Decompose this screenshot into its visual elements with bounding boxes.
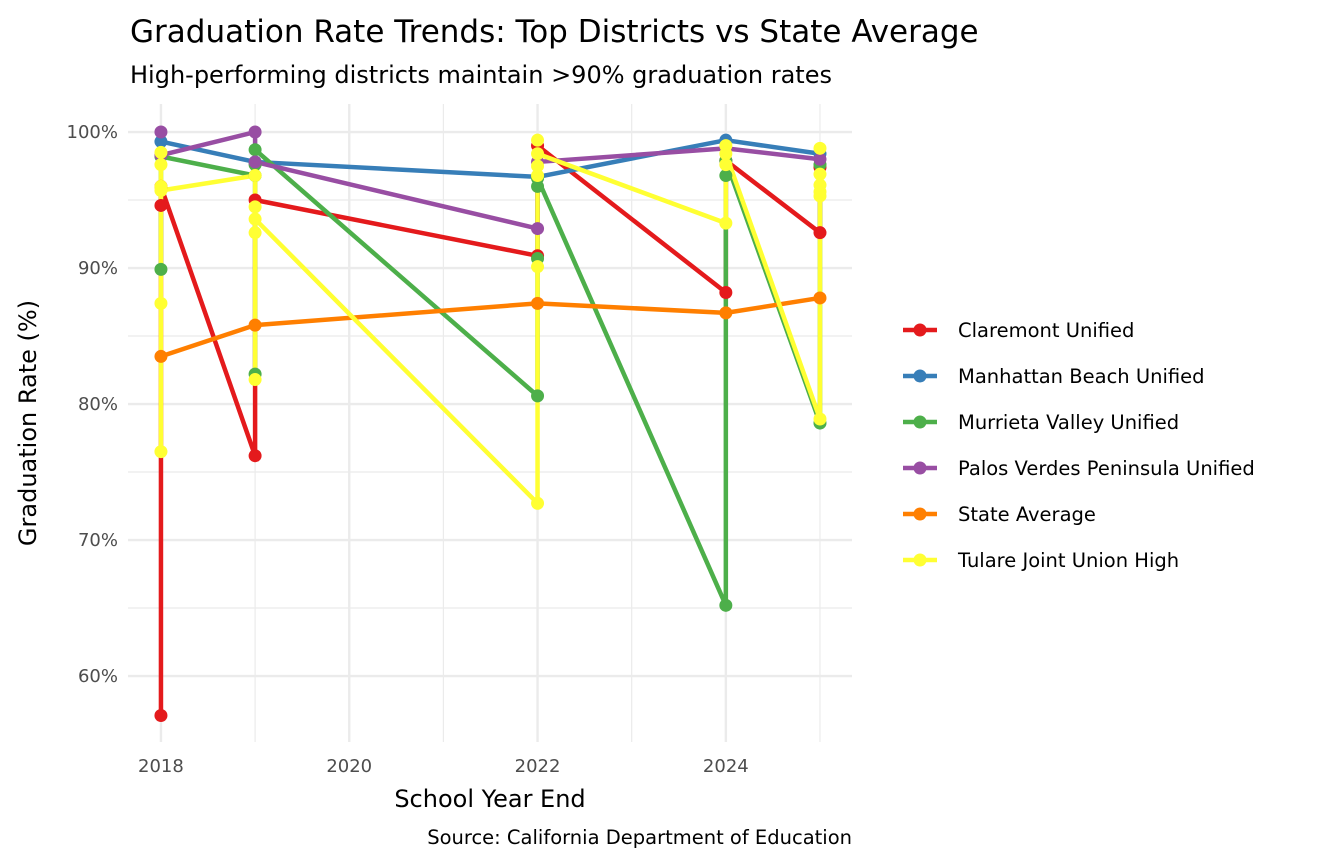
data-point-tulare-joint-union-high — [531, 496, 545, 510]
data-point-murrieta-valley-unified — [719, 598, 733, 612]
y-tick-label: 70% — [78, 530, 118, 551]
data-point-claremont-unified — [813, 226, 827, 240]
data-point-tulare-joint-union-high — [531, 169, 545, 183]
data-point-palos-verdes-peninsula-unified — [531, 222, 545, 236]
data-point-tulare-joint-union-high — [531, 133, 545, 147]
chart-caption: Source: California Department of Educati… — [427, 826, 852, 849]
data-point-palos-verdes-peninsula-unified — [248, 155, 262, 169]
legend-label: Claremont Unified — [958, 319, 1134, 342]
x-tick-label: 2020 — [326, 756, 372, 777]
data-point-tulare-joint-union-high — [813, 178, 827, 192]
data-point-claremont-unified — [719, 286, 733, 300]
data-point-tulare-joint-union-high — [719, 147, 733, 161]
data-point-palos-verdes-peninsula-unified — [813, 152, 827, 166]
legend-key-point — [913, 369, 927, 383]
data-point-tulare-joint-union-high — [813, 141, 827, 155]
y-tick-label: 80% — [78, 394, 118, 415]
legend-label: Murrieta Valley Unified — [958, 411, 1179, 434]
series-line-palos-verdes-peninsula-unified — [158, 129, 821, 231]
data-point-tulare-joint-union-high — [719, 158, 733, 172]
data-point-tulare-joint-union-high — [154, 158, 168, 172]
data-point-palos-verdes-peninsula-unified — [248, 125, 262, 139]
legend-key-point — [913, 461, 927, 475]
data-point-state-average — [719, 306, 733, 320]
data-point-tulare-joint-union-high — [154, 445, 168, 459]
data-point-tulare-joint-union-high — [154, 183, 168, 197]
legend-label: Manhattan Beach Unified — [958, 365, 1205, 388]
chart-subtitle: High-performing districts maintain >90% … — [130, 61, 832, 89]
data-point-tulare-joint-union-high — [154, 296, 168, 310]
legend-key-point — [913, 553, 927, 567]
legend-label: Tulare Joint Union High — [957, 549, 1179, 572]
data-point-tulare-joint-union-high — [531, 159, 545, 173]
x-axis-title: School Year End — [394, 785, 585, 813]
legend-key-point — [913, 507, 927, 521]
data-point-state-average — [248, 318, 262, 332]
data-point-tulare-joint-union-high — [531, 260, 545, 274]
data-point-state-average — [154, 349, 168, 363]
data-point-claremont-unified — [248, 449, 262, 463]
x-axis: 2018 2020 2022 2024 — [138, 756, 749, 777]
data-point-claremont-unified — [154, 708, 168, 722]
legend-label: Palos Verdes Peninsula Unified — [958, 457, 1255, 480]
legend-key-point — [913, 323, 927, 337]
legend-key-point — [913, 415, 927, 429]
series-points — [154, 125, 827, 722]
chart-title: Graduation Rate Trends: Top Districts vs… — [130, 14, 979, 50]
x-tick-label: 2024 — [703, 756, 749, 777]
legend-label: State Average — [958, 503, 1096, 526]
data-point-tulare-joint-union-high — [248, 373, 262, 387]
y-tick-label: 100% — [67, 122, 118, 143]
data-point-tulare-joint-union-high — [248, 212, 262, 226]
data-point-tulare-joint-union-high — [531, 147, 545, 161]
x-tick-label: 2022 — [515, 756, 561, 777]
data-point-manhattan-beach-unified — [154, 135, 168, 149]
data-point-tulare-joint-union-high — [248, 226, 262, 240]
data-point-murrieta-valley-unified — [531, 389, 545, 403]
y-tick-label: 90% — [78, 258, 118, 279]
data-point-state-average — [813, 291, 827, 305]
data-point-tulare-joint-union-high — [154, 145, 168, 159]
data-point-murrieta-valley-unified — [719, 169, 733, 183]
data-point-palos-verdes-peninsula-unified — [154, 125, 168, 139]
data-point-tulare-joint-union-high — [248, 169, 262, 183]
data-point-tulare-joint-union-high — [719, 216, 733, 230]
data-point-murrieta-valley-unified — [248, 143, 262, 157]
y-tick-label: 60% — [78, 666, 118, 687]
data-point-state-average — [531, 296, 545, 310]
y-axis-title: Graduation Rate (%) — [14, 300, 42, 546]
y-axis: 60% 70% 80% 90% 100% — [67, 122, 118, 687]
data-point-murrieta-valley-unified — [154, 262, 168, 276]
data-point-claremont-unified — [154, 198, 168, 212]
legend: Claremont Unified Manhattan Beach Unified… — [903, 319, 1255, 572]
x-tick-label: 2018 — [138, 756, 184, 777]
data-point-tulare-joint-union-high — [813, 412, 827, 426]
data-point-tulare-joint-union-high — [248, 200, 262, 214]
data-point-tulare-joint-union-high — [813, 167, 827, 181]
